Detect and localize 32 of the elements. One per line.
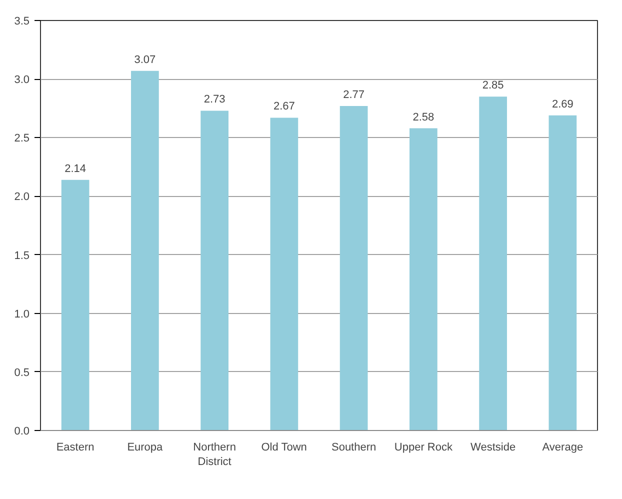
data-label: 2.73 <box>204 94 226 106</box>
x-tick-label: Westside <box>470 442 516 454</box>
bar <box>61 180 90 430</box>
bar <box>479 96 507 430</box>
bar <box>131 70 159 430</box>
bar <box>548 115 577 430</box>
x-tick-label: Southern <box>331 442 376 454</box>
x-tick-label: Eastern <box>56 442 94 454</box>
x-tick-label: Average <box>542 442 584 454</box>
y-tick-label: 3.5 <box>14 16 30 28</box>
x-tick-label: Northern District <box>193 442 236 468</box>
x-tick-label: Europa <box>127 442 164 454</box>
bar <box>200 110 228 430</box>
y-tick-label: 2.0 <box>14 191 30 204</box>
y-tick-label: 2.5 <box>14 132 30 145</box>
y-tick-label: 1.0 <box>14 308 30 320</box>
data-label: 2.85 <box>482 80 504 92</box>
y-tick-label: 0.0 <box>14 426 30 438</box>
data-label: 2.77 <box>343 89 365 102</box>
y-tick-label: 1.5 <box>14 250 30 262</box>
bar <box>340 106 368 430</box>
data-label: 3.07 <box>134 54 156 66</box>
data-label: 2.67 <box>273 100 295 113</box>
x-tick-label: Old Town <box>261 442 307 454</box>
data-label: 2.58 <box>412 111 434 124</box>
data-label: 2.14 <box>64 162 86 175</box>
bar <box>270 118 298 430</box>
data-label: 2.69 <box>552 98 574 110</box>
x-tick-label: Upper Rock <box>394 442 453 454</box>
y-tick-label: 3.0 <box>14 74 30 86</box>
y-tick-label: 0.5 <box>14 366 30 379</box>
bar <box>410 128 438 430</box>
